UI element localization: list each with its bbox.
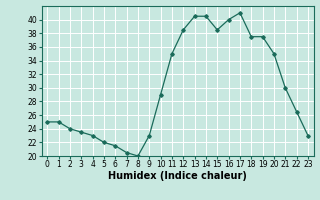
X-axis label: Humidex (Indice chaleur): Humidex (Indice chaleur) bbox=[108, 171, 247, 181]
